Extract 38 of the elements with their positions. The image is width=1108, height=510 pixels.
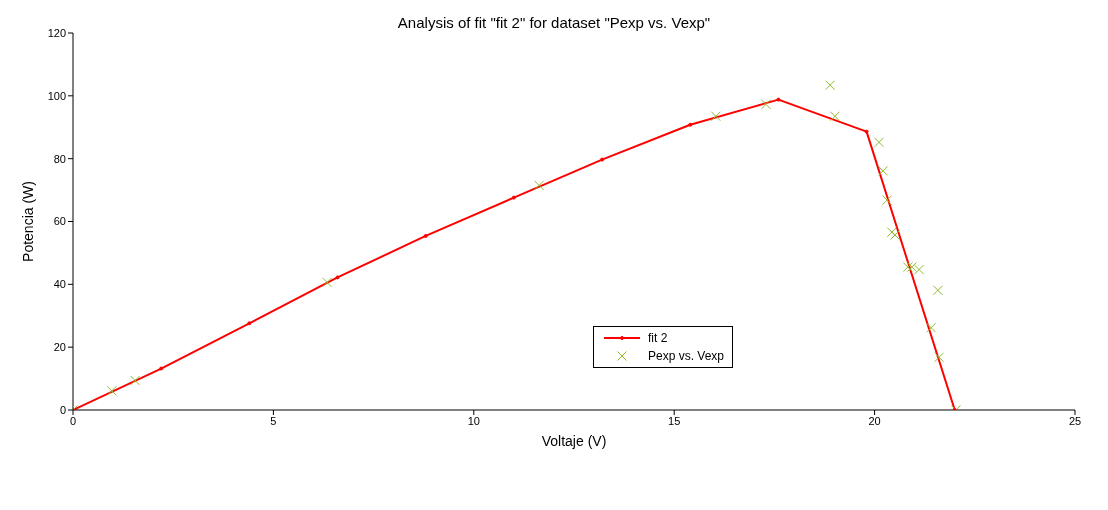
legend-label: fit 2 (648, 331, 668, 345)
point (760, 99, 771, 110)
legend-label: Pexp vs. Vexp (648, 349, 725, 363)
y-tick-label: 20 (53, 341, 66, 354)
y-axis-title: Potencia (W) (19, 181, 36, 262)
point (890, 230, 901, 241)
y-tick-label: 120 (47, 26, 66, 39)
point (902, 262, 913, 273)
point (829, 111, 840, 122)
x-tick-label: 15 (668, 414, 681, 427)
x-tick-label: 0 (69, 414, 77, 427)
point (322, 277, 333, 288)
x-tick-label: 25 (1068, 414, 1082, 427)
point (926, 322, 937, 333)
point (825, 80, 836, 91)
point (882, 195, 893, 206)
point (886, 227, 897, 238)
point (932, 285, 943, 296)
point (130, 375, 141, 386)
x-tick-label: 10 (467, 414, 480, 427)
point (878, 165, 889, 176)
y-tick-label: 100 (47, 89, 66, 102)
line-series (73, 97, 957, 410)
point (106, 385, 117, 396)
point (710, 111, 721, 122)
point (534, 180, 545, 191)
point (914, 264, 925, 275)
x-tick-label: 20 (868, 414, 881, 427)
x-axis-title: Voltaje (V) (541, 433, 607, 449)
chart-title: Analysis of fit "fit 2" for dataset "Pexp vs. Vexp" (397, 14, 711, 31)
point (874, 137, 885, 148)
x-tick-label: 5 (270, 414, 277, 427)
point (906, 262, 917, 273)
y-tick-label: 60 (53, 215, 66, 228)
y-tick-label: 80 (53, 152, 66, 165)
point (934, 352, 945, 363)
y-tick-label: 0 (59, 403, 66, 416)
y-tick-label: 40 (53, 278, 66, 291)
